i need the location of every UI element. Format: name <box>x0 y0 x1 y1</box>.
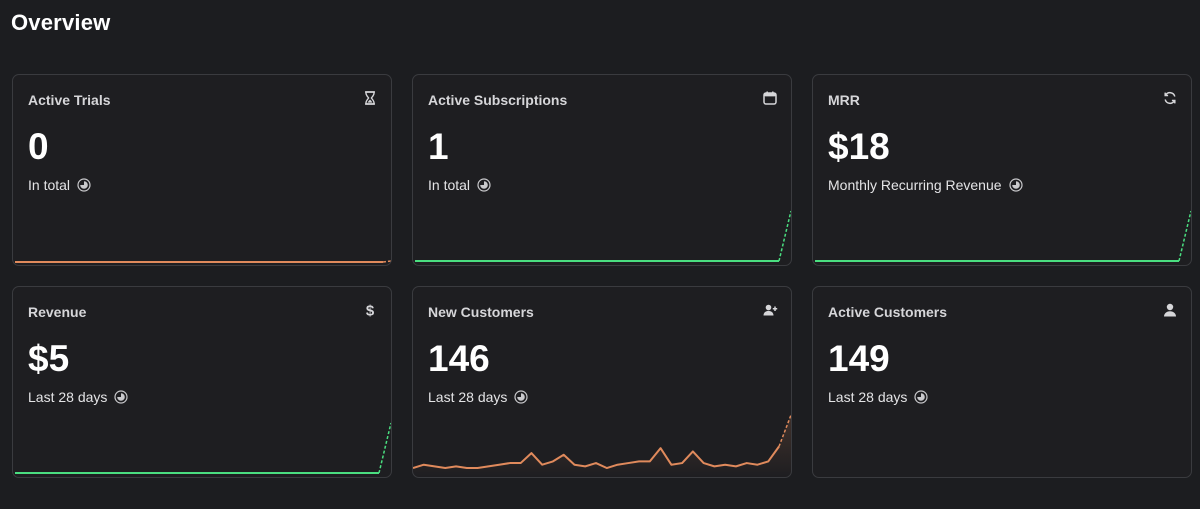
card-subtitle-row: Monthly Recurring Revenue <box>828 177 1023 193</box>
card-value: $18 <box>828 126 890 167</box>
user-plus-icon <box>762 302 778 318</box>
trend-sparkline <box>415 210 791 262</box>
card-value: 149 <box>828 338 890 379</box>
user-icon <box>1162 302 1178 318</box>
card-active-subscriptions[interactable]: Active Subscriptions 1 In total <box>412 74 792 266</box>
card-value: 0 <box>28 126 49 167</box>
trend-sparkline <box>815 210 1191 262</box>
trend-sparkline <box>15 260 391 263</box>
card-subtitle-row: Last 28 days <box>828 389 928 405</box>
card-title: Revenue <box>28 304 87 320</box>
card-value: 146 <box>428 338 490 379</box>
card-active-customers[interactable]: Active Customers 149 Last 28 days <box>812 286 1192 478</box>
card-value: 1 <box>428 126 449 167</box>
hourglass-icon <box>362 90 378 106</box>
trend-area <box>413 415 791 477</box>
pie-info-icon[interactable] <box>1008 178 1023 192</box>
pie-info-icon[interactable] <box>514 390 528 404</box>
card-subtitle-row: Last 28 days <box>28 389 128 405</box>
calendar-icon <box>762 90 778 106</box>
trend-projection <box>378 422 391 474</box>
card-new-customers[interactable]: New Customers 146 Last 28 days <box>412 286 792 478</box>
recurring-icon <box>1162 90 1178 106</box>
card-title: New Customers <box>428 304 534 320</box>
card-title: Active Customers <box>828 304 948 320</box>
pie-info-icon[interactable] <box>914 390 928 404</box>
card-subtitle: Last 28 days <box>428 389 508 405</box>
card-subtitle-row: In total <box>428 177 491 193</box>
card-subtitle-row: Last 28 days <box>428 389 528 405</box>
svg-text:$: $ <box>366 303 375 319</box>
card-subtitle: In total <box>28 177 71 193</box>
card-subtitle-row: In total <box>28 177 91 193</box>
card-active-trials[interactable]: Active Trials 0 In total <box>12 74 392 266</box>
pie-info-icon[interactable] <box>77 178 91 192</box>
card-mrr[interactable]: MRR $18 Monthly Recurring Revenue <box>812 74 1192 266</box>
trend-projection <box>778 414 791 447</box>
card-subtitle: In total <box>428 177 471 193</box>
trend-projection <box>1178 210 1191 262</box>
card-title: MRR <box>828 92 860 108</box>
card-value: $5 <box>28 338 70 379</box>
trend-sparkline <box>15 422 391 474</box>
card-subtitle: Monthly Recurring Revenue <box>828 177 1002 193</box>
card-subtitle: Last 28 days <box>828 389 908 405</box>
dollar-icon: $ <box>362 302 378 319</box>
trend-projection <box>778 210 791 262</box>
card-revenue[interactable]: Revenue $ $5 Last 28 days <box>12 286 392 478</box>
trend-line <box>413 445 780 470</box>
page-title: Overview <box>11 10 111 35</box>
card-title: Active Trials <box>28 92 111 108</box>
pie-info-icon[interactable] <box>114 390 128 404</box>
trend-projection <box>382 260 391 263</box>
pie-info-icon[interactable] <box>477 178 491 192</box>
card-subtitle: Last 28 days <box>28 389 108 405</box>
trend-sparkline <box>413 414 791 477</box>
card-title: Active Subscriptions <box>428 92 568 108</box>
